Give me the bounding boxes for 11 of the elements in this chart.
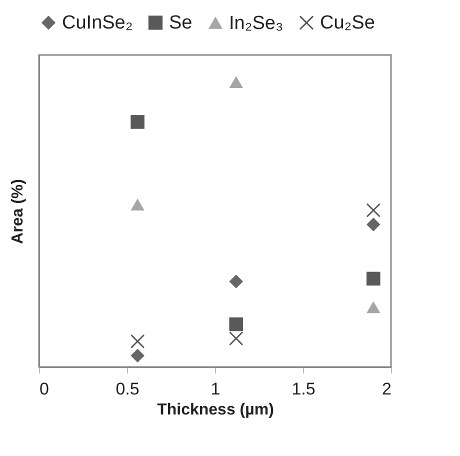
legend-label: Se xyxy=(169,12,192,34)
y-axis-title: Area (%) xyxy=(10,179,26,244)
x-tick-label: 0.5 xyxy=(116,380,140,398)
legend-label: CuInSe₂ xyxy=(62,12,133,34)
legend-label: In₂Se₃ xyxy=(229,12,284,34)
x-tick-label: 0 xyxy=(40,380,49,398)
x-tick-label: 1.5 xyxy=(292,380,316,398)
x-tick-label: 2 xyxy=(382,380,392,398)
x-axis-title: Thickness (µm) xyxy=(157,402,274,418)
x-tick-label: 1 xyxy=(210,380,220,398)
legend-label: Cu₂Se xyxy=(320,12,375,34)
